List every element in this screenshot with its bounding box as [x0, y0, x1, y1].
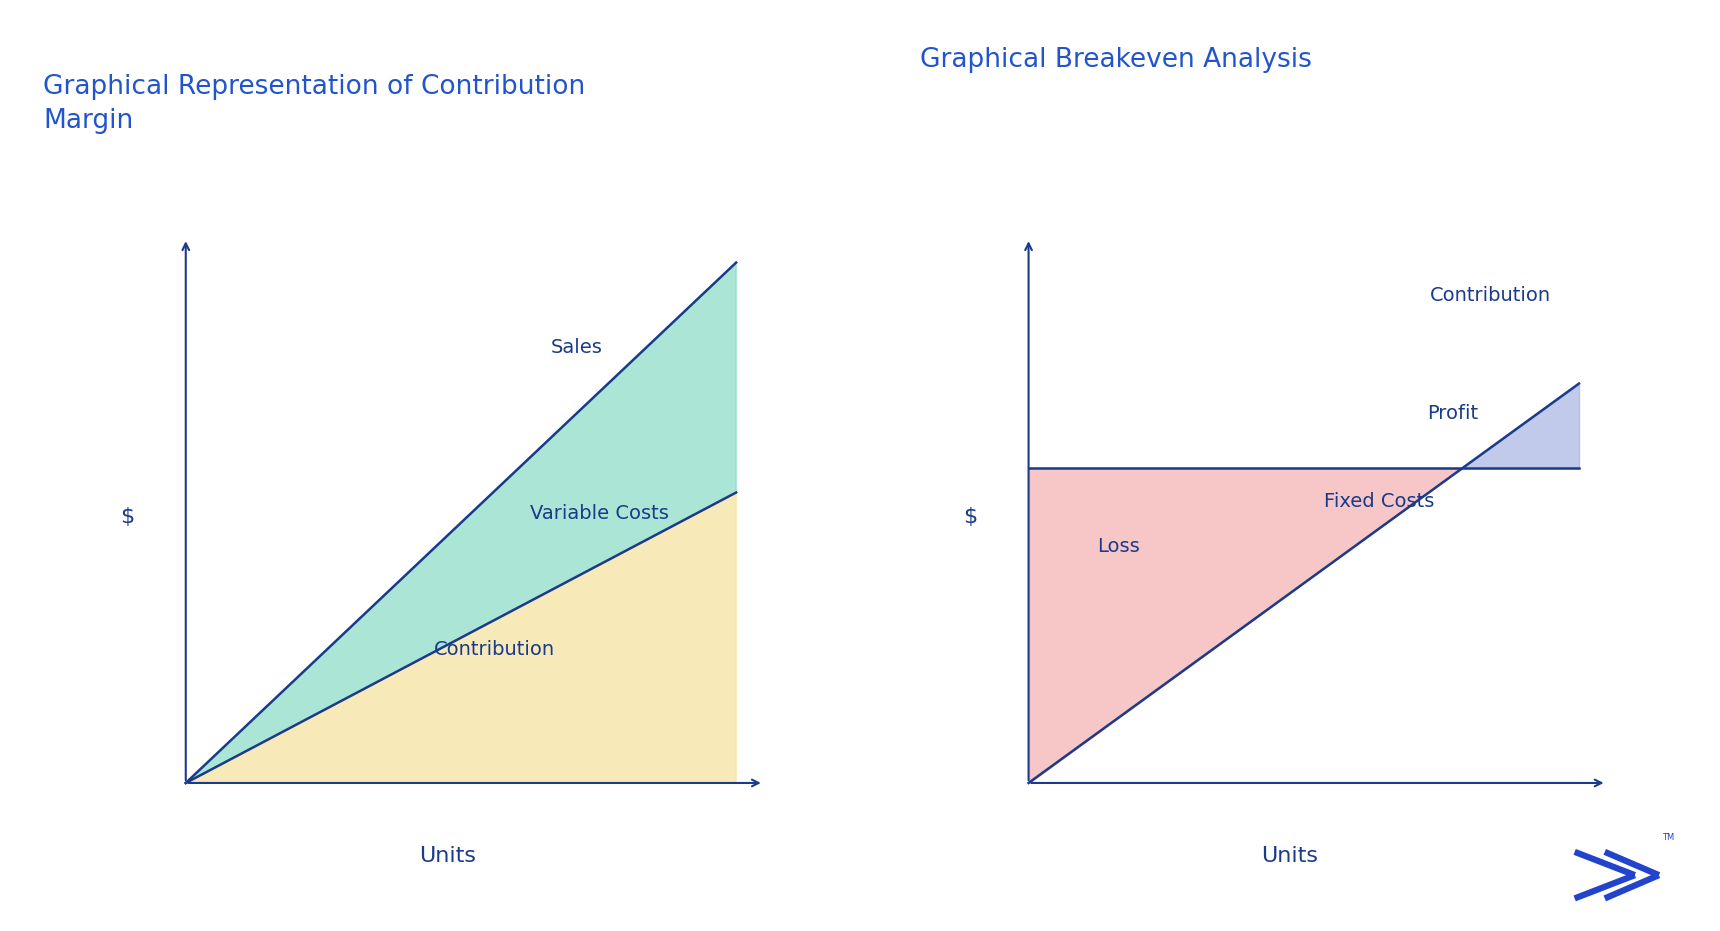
Text: TM: TM	[1662, 833, 1675, 843]
Text: Graphical Breakeven Analysis: Graphical Breakeven Analysis	[920, 47, 1312, 73]
Text: Graphical Representation of Contribution
Margin: Graphical Representation of Contribution…	[43, 74, 585, 134]
Text: Contribution: Contribution	[1431, 286, 1551, 304]
Text: Fixed Costs: Fixed Costs	[1324, 492, 1434, 510]
Text: Units: Units	[1261, 845, 1319, 866]
Text: Units: Units	[418, 845, 476, 866]
Text: Sales: Sales	[550, 338, 602, 357]
Polygon shape	[186, 263, 736, 783]
Polygon shape	[1029, 468, 1462, 783]
Text: Contribution: Contribution	[433, 641, 554, 659]
Text: $: $	[963, 506, 977, 527]
Text: Variable Costs: Variable Costs	[530, 505, 669, 523]
Text: Loss: Loss	[1097, 537, 1140, 557]
Polygon shape	[1462, 384, 1579, 468]
Text: $: $	[120, 506, 134, 527]
Polygon shape	[186, 492, 736, 783]
Text: Profit: Profit	[1428, 404, 1479, 424]
